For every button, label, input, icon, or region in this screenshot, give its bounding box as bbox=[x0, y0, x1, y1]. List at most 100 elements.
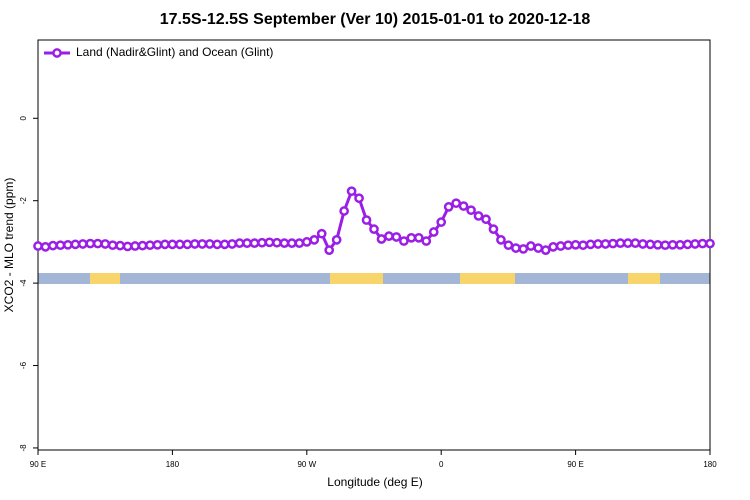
data-point bbox=[705, 238, 715, 249]
data-point bbox=[473, 211, 484, 221]
data-point bbox=[525, 241, 536, 251]
data-point bbox=[578, 240, 588, 251]
y-tick-label: -8 bbox=[19, 444, 28, 452]
data-point bbox=[540, 245, 551, 256]
data-point bbox=[182, 239, 193, 250]
data-point bbox=[107, 240, 118, 251]
data-point bbox=[257, 237, 267, 248]
data-point bbox=[122, 241, 133, 252]
data-point bbox=[458, 201, 469, 211]
data-point bbox=[406, 232, 417, 243]
data-point bbox=[339, 206, 349, 216]
chart-title: 17.5S-12.5S September (Ver 10) 2015-01-0… bbox=[160, 11, 591, 28]
data-point bbox=[399, 236, 409, 246]
data-point bbox=[115, 240, 125, 251]
y-tick-label: 0 bbox=[19, 116, 28, 121]
data-point bbox=[189, 239, 200, 249]
data-point bbox=[652, 239, 663, 250]
data-point bbox=[533, 243, 544, 253]
data-point bbox=[77, 239, 88, 249]
y-tick-label: -4 bbox=[19, 279, 28, 287]
data-point bbox=[413, 232, 424, 243]
data-point bbox=[85, 238, 96, 249]
data-point bbox=[279, 238, 290, 248]
data-point bbox=[466, 205, 476, 216]
data-point bbox=[301, 237, 312, 247]
data-point bbox=[488, 224, 499, 234]
data-point bbox=[152, 239, 163, 250]
data-point bbox=[645, 239, 656, 250]
data-point bbox=[511, 243, 521, 253]
data-point bbox=[630, 238, 641, 248]
land-patch bbox=[628, 273, 660, 284]
data-point bbox=[48, 240, 58, 251]
data-point bbox=[436, 217, 447, 227]
data-point bbox=[55, 240, 66, 251]
x-axis-label: Longitude (deg E) bbox=[327, 475, 422, 489]
data-point bbox=[585, 239, 596, 250]
y-tick-label: -6 bbox=[19, 361, 28, 369]
data-point bbox=[63, 239, 73, 250]
x-tick-label: 90 W bbox=[297, 460, 316, 469]
data-point bbox=[428, 227, 439, 237]
legend-label: Land (Nadir&Glint) and Ocean (Glint) bbox=[76, 45, 273, 59]
x-tick-label: 0 bbox=[439, 460, 444, 469]
data-point bbox=[697, 238, 708, 249]
data-point bbox=[70, 239, 81, 250]
data-point bbox=[593, 239, 603, 249]
y-axis-label: XCO2 - MLO trend (ppm) bbox=[2, 178, 16, 313]
data-point bbox=[660, 240, 671, 251]
data-point bbox=[167, 239, 178, 250]
data-point bbox=[331, 234, 342, 245]
data-point bbox=[227, 239, 237, 249]
data-point bbox=[391, 232, 402, 242]
data-point bbox=[421, 236, 432, 246]
data-point bbox=[615, 238, 626, 248]
data-point bbox=[675, 239, 685, 250]
data-point bbox=[249, 238, 260, 248]
data-point bbox=[145, 240, 155, 251]
data-point bbox=[600, 239, 611, 249]
x-tick-label: 180 bbox=[166, 460, 180, 469]
data-point bbox=[637, 239, 648, 249]
data-point bbox=[100, 239, 111, 249]
data-point bbox=[667, 239, 678, 250]
land-patch bbox=[330, 273, 383, 284]
data-point bbox=[451, 198, 461, 209]
data-point bbox=[354, 193, 364, 204]
data-point bbox=[212, 239, 223, 250]
data-point bbox=[443, 202, 454, 212]
data-point bbox=[481, 214, 491, 225]
data-point bbox=[137, 240, 148, 251]
data-point bbox=[130, 241, 140, 251]
data-point bbox=[570, 239, 581, 250]
data-point bbox=[316, 228, 327, 239]
data-point bbox=[40, 242, 51, 252]
data-point bbox=[384, 231, 394, 241]
data-point bbox=[324, 245, 335, 256]
land-mask bbox=[38, 273, 710, 284]
data-point bbox=[92, 238, 103, 249]
x-tick-label: 180 bbox=[703, 460, 717, 469]
x-tick-label: 90 E bbox=[30, 460, 46, 469]
data-point bbox=[623, 238, 633, 248]
data-point bbox=[309, 234, 320, 245]
data-point bbox=[272, 237, 282, 248]
data-point bbox=[503, 240, 514, 251]
data-point bbox=[197, 239, 208, 249]
data-point bbox=[361, 215, 372, 225]
data-point bbox=[294, 238, 305, 248]
legend-marker bbox=[52, 48, 62, 58]
data-point bbox=[518, 244, 529, 254]
data-point bbox=[608, 238, 618, 249]
x-tick-label: 90 E bbox=[567, 460, 583, 469]
data-point bbox=[287, 238, 297, 248]
data-point bbox=[563, 240, 573, 251]
data-point bbox=[264, 237, 275, 248]
data-point bbox=[376, 234, 387, 244]
data-point bbox=[175, 239, 185, 250]
land-patch bbox=[460, 273, 515, 284]
data-point bbox=[369, 224, 379, 234]
